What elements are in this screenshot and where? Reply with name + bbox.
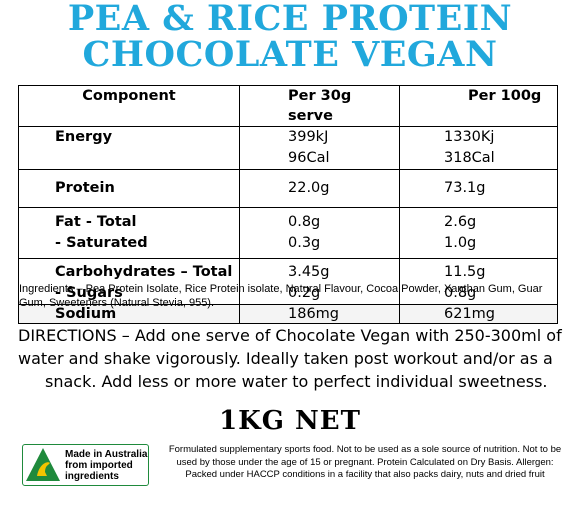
component-label: Fat - Total (55, 214, 137, 230)
value-text: 22.0g (288, 180, 330, 196)
value-text: 186mg (288, 306, 340, 322)
directions-line: snack. Add less or more water to perfect… (45, 372, 548, 391)
component-label: - Saturated (55, 235, 148, 251)
value-text: 0.8g (288, 214, 321, 230)
table-row-sodium: Sodium 186mg 621mg (18, 304, 558, 324)
net-weight: 1KG NET (219, 406, 361, 436)
product-title-line2: CHOCOLATE VEGAN (82, 34, 498, 75)
component-label (19, 148, 239, 169)
directions-line: DIRECTIONS – Add one serve of Chocolate … (18, 326, 562, 345)
cell-per-100g: 1330Kj 318Cal (399, 126, 558, 170)
value-text: 399kJ (288, 129, 329, 145)
directions-block: DIRECTIONS – Add one serve of Chocolate … (0, 324, 580, 393)
australian-made-kangaroo-triangle-icon (23, 445, 63, 485)
cell-per-100g: 2.6g 1.0g (399, 207, 558, 259)
nutrition-table: Component Per 30g serve Per 100g Energy … (18, 85, 558, 324)
cell-per-100g: 621mg (399, 304, 558, 324)
nutrition-header-row: Component Per 30g serve Per 100g (18, 85, 558, 127)
table-row-protein: Protein 22.0g 73.1g (18, 169, 558, 208)
value-text: 2.6g (444, 214, 477, 230)
column-header-component: Component (18, 85, 240, 127)
ingredients-text: Ingredients – Pea Protein Isolate, Rice … (19, 283, 543, 309)
value-text: 1.0g (444, 235, 477, 251)
table-row-energy: Energy 399kJ 96Cal 1330Kj 318Cal (18, 126, 558, 170)
origin-line: ingredients (65, 470, 119, 482)
origin-line: from imported (65, 459, 133, 471)
value-text: 318Cal (444, 150, 495, 166)
cell-component: Protein (18, 169, 240, 208)
value-text: 0.2g (288, 285, 321, 301)
table-row-carbohydrates: Carbohydrates – Total - Sugars 3.45g 0.2… (18, 258, 558, 305)
cell-component: Sodium (18, 304, 240, 324)
value-text: 621mg (444, 306, 496, 322)
value-text: 96Cal (288, 150, 330, 166)
component-label: Sodium (55, 306, 117, 322)
australian-made-logo: Made in Australia from imported ingredie… (22, 444, 149, 486)
value-text: 0.8g (444, 285, 477, 301)
table-row-fat: Fat - Total - Saturated 0.8g 0.3g 2.6g 1… (18, 207, 558, 259)
value-text: 73.1g (444, 180, 486, 196)
origin-text: Made in Australia from imported ingredie… (63, 449, 147, 482)
cell-component: Energy (18, 126, 240, 170)
value-text: 0.3g (288, 235, 321, 251)
cell-component: Carbohydrates – Total - Sugars (18, 258, 240, 305)
cell-per-100g: 73.1g (399, 169, 558, 208)
value-text: 1330Kj (444, 129, 495, 145)
cell-per-serve: 22.0g (239, 169, 400, 208)
cell-per-serve: 399kJ 96Cal (239, 126, 400, 170)
origin-line: Made in Australia (65, 448, 148, 460)
component-label: Protein (55, 180, 115, 196)
fine-print: Formulated supplementary sports food. No… (168, 444, 562, 480)
component-label: Energy (55, 129, 113, 145)
cell-per-serve: 186mg (239, 304, 400, 324)
product-title-line1: PEA & RICE PROTEIN (67, 0, 513, 39)
component-label: - Sugars (55, 285, 123, 301)
component-label: Carbohydrates – Total (55, 264, 233, 280)
cell-component: Fat - Total - Saturated (18, 207, 240, 259)
cell-per-serve: 3.45g 0.2g (239, 258, 400, 305)
value-text: 3.45g (288, 264, 330, 280)
column-header-per-100g: Per 100g (399, 85, 558, 127)
cell-per-serve: 0.8g 0.3g (239, 207, 400, 259)
value-text: 11.5g (444, 264, 486, 280)
column-header-per-serve: Per 30g serve (239, 85, 400, 127)
directions-line: water and shake vigorously. Ideally take… (18, 349, 553, 368)
